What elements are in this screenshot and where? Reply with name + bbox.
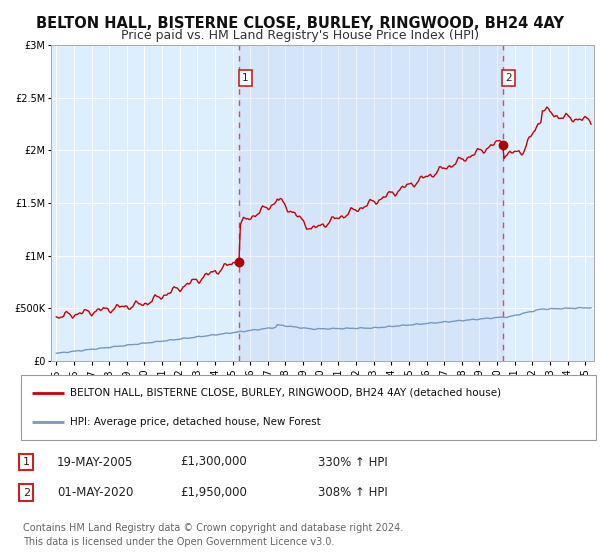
Text: 1: 1: [23, 457, 30, 467]
Text: 330% ↑ HPI: 330% ↑ HPI: [318, 455, 388, 469]
Text: 01-MAY-2020: 01-MAY-2020: [57, 486, 133, 500]
Text: HPI: Average price, detached house, New Forest: HPI: Average price, detached house, New …: [70, 417, 320, 427]
Text: This data is licensed under the Open Government Licence v3.0.: This data is licensed under the Open Gov…: [23, 536, 334, 547]
Text: 1: 1: [242, 73, 248, 83]
Text: 2: 2: [505, 73, 512, 83]
Text: BELTON HALL, BISTERNE CLOSE, BURLEY, RINGWOOD, BH24 4AY (detached house): BELTON HALL, BISTERNE CLOSE, BURLEY, RIN…: [70, 388, 501, 398]
Bar: [239, 45, 503, 361]
Text: BELTON HALL, BISTERNE CLOSE, BURLEY, RINGWOOD, BH24 4AY: BELTON HALL, BISTERNE CLOSE, BURLEY, RIN…: [36, 16, 564, 31]
Text: 19-MAY-2005: 19-MAY-2005: [57, 455, 133, 469]
Text: 2: 2: [23, 488, 30, 498]
Text: Contains HM Land Registry data © Crown copyright and database right 2024.: Contains HM Land Registry data © Crown c…: [23, 522, 403, 533]
Text: 308% ↑ HPI: 308% ↑ HPI: [318, 486, 388, 500]
Text: £1,300,000: £1,300,000: [180, 455, 247, 469]
Text: Price paid vs. HM Land Registry's House Price Index (HPI): Price paid vs. HM Land Registry's House …: [121, 29, 479, 42]
Text: £1,950,000: £1,950,000: [180, 486, 247, 500]
